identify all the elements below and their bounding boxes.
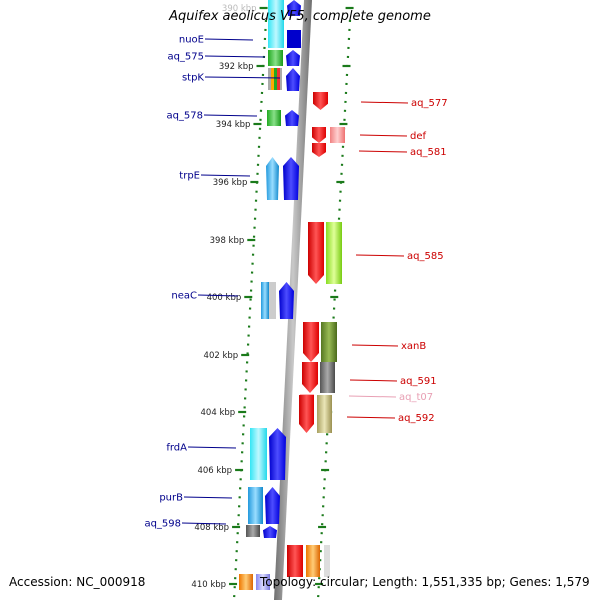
forward-gene-label: stpK (182, 73, 204, 84)
forward-gene-connector (183, 496, 233, 499)
forward-gene-label: purB (159, 493, 183, 504)
reverse-gene-label: aq_581 (410, 147, 447, 158)
reverse-gene-connector (358, 150, 408, 153)
genome-summary-text: Topology: circular; Length: 1,551,335 bp… (260, 575, 590, 589)
reverse-gene-connector (349, 379, 398, 382)
tick-label: 398 kbp (210, 236, 245, 246)
forward-gene-label: nuoE (179, 35, 204, 46)
gene-arrow (313, 92, 328, 110)
gene-feature (248, 487, 263, 524)
reverse-gene-label: aq_592 (398, 413, 435, 424)
map-title: Aquifex aeolicus VF5, complete genome (169, 9, 431, 24)
gene-feature (261, 282, 269, 319)
gene-feature (250, 428, 267, 480)
forward-gene-label: aq_578 (166, 111, 203, 122)
gene-feature (267, 110, 281, 126)
gene-arrow (286, 50, 300, 66)
gene-feature (317, 395, 332, 433)
gene-feature (268, 50, 283, 66)
gene-arrow (263, 526, 277, 538)
gene-arrow (299, 395, 314, 433)
gene-feature (256, 574, 270, 590)
gene-arrow (302, 362, 318, 393)
forward-gene-connector (204, 38, 254, 41)
gene-arrow (283, 157, 299, 200)
tick-label: 396 kbp (213, 178, 248, 188)
gene-feature (239, 574, 253, 590)
reverse-gene-label: aq_577 (411, 98, 448, 109)
gene-feature (277, 68, 280, 90)
reverse-gene-label: aq_585 (407, 251, 444, 262)
gene-feature (321, 322, 337, 362)
tick-label: 392 kbp (219, 62, 254, 72)
forward-gene-connector (203, 114, 258, 117)
reverse-gene-connector (351, 344, 399, 347)
tick-label: 400 kbp (207, 293, 242, 303)
trna-gene-label: aq_t07 (399, 392, 433, 403)
gene-feature (287, 30, 301, 48)
gene-feature (268, 0, 284, 48)
forward-gene-label: aq_575 (167, 52, 204, 63)
forward-gene-label: trpE (179, 171, 200, 182)
gene-feature (271, 68, 274, 90)
gene-arrow (279, 282, 294, 319)
gene-feature (306, 545, 320, 577)
gene-arrow (286, 68, 300, 91)
reverse-gene-connector (355, 254, 405, 257)
reverse-gene-label: def (410, 131, 427, 142)
gene-arrow (303, 322, 319, 362)
accession-text: Accession: NC_000918 (9, 575, 146, 589)
gene-arrow (287, 0, 301, 16)
gene-feature (269, 282, 276, 319)
forward-gene-label: neaC (171, 291, 197, 302)
gene-arrow (312, 127, 326, 143)
forward-gene-label: frdA (166, 443, 187, 454)
reverse-gene-connector (346, 416, 396, 419)
gene-arrow (308, 222, 324, 284)
gene-feature (274, 68, 277, 90)
gene-arrow (266, 157, 279, 200)
gene-feature (320, 362, 335, 393)
forward-gene-connector (204, 55, 266, 58)
forward-gene-labels: nuoE aq_575 stpK aq_578 trpE neaC frdA purB aq_5… (144, 35, 281, 530)
tick-label: 404 kbp (201, 408, 236, 418)
gene-feature (324, 545, 330, 577)
gene-feature (246, 525, 260, 537)
gene-feature (280, 68, 282, 90)
tick-label: 406 kbp (197, 466, 232, 476)
tick-label: 410 kbp (191, 580, 226, 590)
gene-arrow (269, 428, 286, 480)
gene-arrow (312, 143, 326, 157)
reverse-gene-connector (348, 395, 397, 398)
gene-feature (287, 545, 303, 577)
forward-gene-connector (187, 446, 237, 449)
reverse-gene-label: xanB (401, 341, 426, 352)
gene-feature (326, 222, 342, 284)
gene-arrow (265, 487, 280, 524)
gene-feature (268, 68, 271, 90)
forward-gene-connector (204, 76, 281, 79)
gene-feature (330, 127, 345, 143)
reverse-gene-label: aq_591 (400, 376, 437, 387)
reverse-gene-connector (360, 101, 409, 104)
tick-label: 408 kbp (194, 523, 229, 533)
reverse-gene-connector (359, 134, 408, 137)
tick-label: 390 kbp (222, 4, 257, 14)
gene-arrow (285, 110, 299, 126)
forward-gene-connector (181, 522, 227, 525)
forward-gene-connector (200, 174, 251, 177)
tick-label: 402 kbp (204, 351, 239, 361)
tick-label: 394 kbp (216, 120, 251, 130)
forward-gene-label: aq_598 (144, 519, 181, 530)
gene-features (239, 0, 345, 590)
forward-gene-connector (197, 294, 239, 297)
